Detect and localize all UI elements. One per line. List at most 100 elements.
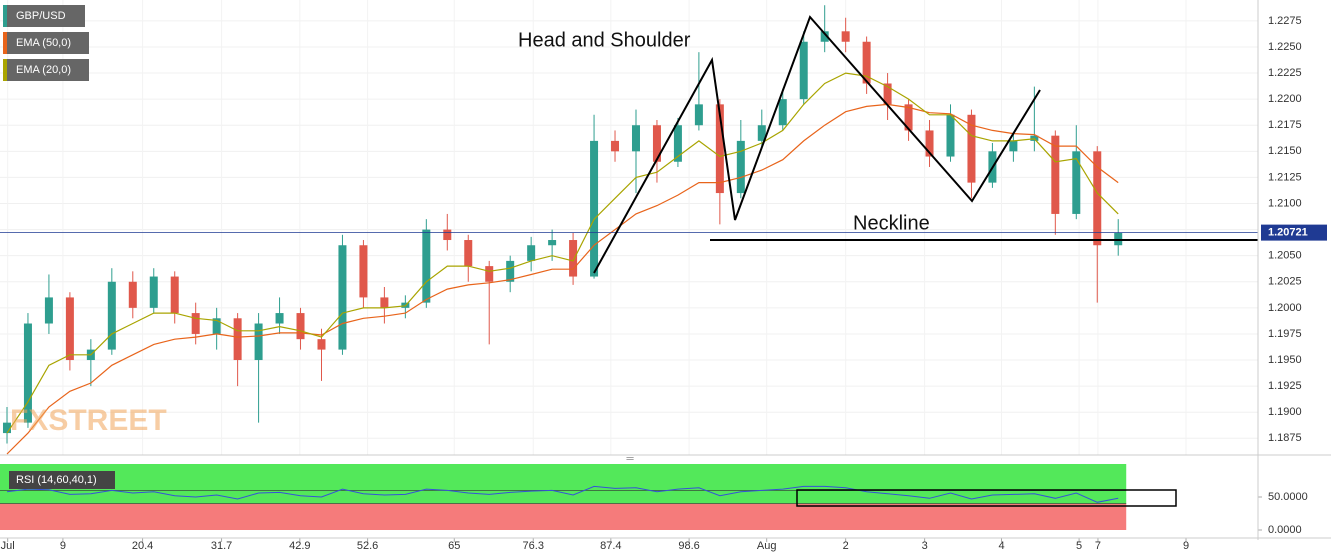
y-tick-label: 1.2125 xyxy=(1268,171,1302,183)
y-tick-label: 0.0000 xyxy=(1268,524,1302,536)
candle-body xyxy=(904,104,913,131)
x-tick-label: 52.6 xyxy=(357,540,378,552)
y-tick-label: 1.2050 xyxy=(1268,250,1302,262)
x-tick-label: Aug xyxy=(757,540,777,552)
legend-box[interactable] xyxy=(3,5,85,27)
candle-body xyxy=(820,31,829,42)
last-price-label: 1.20721 xyxy=(1268,227,1308,239)
y-tick-label: 1.2250 xyxy=(1268,41,1302,53)
candle-body xyxy=(736,140,745,194)
candle-body xyxy=(883,83,892,105)
watermark: FXSTREET xyxy=(10,404,167,437)
y-tick-label: 1.1975 xyxy=(1268,328,1302,340)
rsi-box-drawing xyxy=(796,489,1177,507)
legend-swatch xyxy=(3,32,7,54)
x-tick-label: 9 xyxy=(1183,540,1189,552)
x-tick-label: Jul xyxy=(1,540,15,552)
candle-body xyxy=(967,114,976,183)
annotation: Head and Shoulder xyxy=(518,29,691,51)
legend-swatch xyxy=(3,59,7,81)
candle-body xyxy=(569,240,578,277)
candle-body xyxy=(631,125,640,152)
legend-label: EMA (20,0) xyxy=(16,64,71,76)
candle-body xyxy=(422,229,431,303)
y-tick-label: 1.1925 xyxy=(1268,380,1302,392)
y-tick-label: 1.2000 xyxy=(1268,302,1302,314)
x-tick-label: 98.6 xyxy=(678,540,699,552)
x-tick-label: 5 xyxy=(1076,540,1082,552)
candle-body xyxy=(44,297,53,324)
candle-body xyxy=(527,245,536,261)
candle-body xyxy=(233,318,242,361)
x-tick-label: 20.4 xyxy=(132,540,153,552)
candle-body xyxy=(694,104,703,126)
candle-body xyxy=(1093,151,1102,246)
candle-body xyxy=(757,125,766,141)
candle-body xyxy=(23,323,32,423)
rsi-legend-swatch xyxy=(5,471,9,489)
candle-body xyxy=(778,99,787,126)
candle-body xyxy=(107,281,116,350)
candle-body xyxy=(212,318,221,334)
y-tick-label: 1.2275 xyxy=(1268,15,1302,27)
legend-swatch xyxy=(3,5,7,27)
rsi-line xyxy=(6,485,1119,503)
candle-body xyxy=(380,297,389,308)
x-tick-label: 65 xyxy=(448,540,460,552)
y-tick-label: 1.2150 xyxy=(1268,145,1302,157)
legend: GBP/USD EMA (50,0) EMA (20,0) xyxy=(3,5,89,81)
candle-body xyxy=(548,240,557,246)
candle-body xyxy=(652,125,661,162)
last-price-box xyxy=(1261,224,1327,241)
candle-body xyxy=(590,140,599,277)
rsi-band-upper xyxy=(0,464,1127,504)
candle-body xyxy=(149,276,158,308)
candle-body xyxy=(464,240,473,267)
legend-label: GBP/USD xyxy=(16,10,66,22)
candle-body xyxy=(275,313,284,324)
legend-box[interactable] xyxy=(3,32,89,54)
candle-body xyxy=(841,31,850,42)
candle-body xyxy=(946,114,955,157)
x-tick-label: 4 xyxy=(998,540,1004,552)
candle-body xyxy=(1114,232,1123,246)
y-tick-label: 50.0000 xyxy=(1268,491,1308,503)
candle-body xyxy=(65,297,74,361)
y-tick-label: 1.2025 xyxy=(1268,276,1302,288)
rsi-legend-box xyxy=(5,471,115,489)
resize-handle[interactable]: ═ xyxy=(625,454,634,465)
candle-body xyxy=(1009,140,1018,152)
candle-body xyxy=(862,41,871,84)
candle-body xyxy=(128,281,137,308)
y-tick-label: 1.2225 xyxy=(1268,67,1302,79)
legend-label: EMA (50,0) xyxy=(16,37,71,49)
rsi-legend-label: RSI (14,60,40,1) xyxy=(16,474,97,486)
candle-body xyxy=(317,339,326,350)
candle-body xyxy=(254,323,263,361)
y-tick-label: 1.2175 xyxy=(1268,119,1302,131)
y-tick-label: 1.1875 xyxy=(1268,432,1302,444)
candle-body xyxy=(485,266,494,282)
candle-body xyxy=(1051,135,1060,214)
candle-body xyxy=(673,125,682,162)
candle-body xyxy=(799,41,808,100)
candle-body xyxy=(1072,151,1081,214)
candle-body xyxy=(170,276,179,314)
x-tick-label: 31.7 xyxy=(211,540,232,552)
y-tick-label: 1.1900 xyxy=(1268,406,1302,418)
candle-body xyxy=(2,422,11,434)
annotation: Neckline xyxy=(853,212,930,234)
candle-body xyxy=(611,140,620,152)
candle-body xyxy=(443,229,452,241)
pattern-drawing xyxy=(593,15,1041,274)
main-panel xyxy=(0,0,1258,455)
x-tick-label: 2 xyxy=(843,540,849,552)
legend-box[interactable] xyxy=(3,59,89,81)
candle-body xyxy=(191,313,200,334)
x-tick-label: 42.9 xyxy=(289,540,310,552)
x-tick-label: 3 xyxy=(922,540,928,552)
y-tick-label: 1.1950 xyxy=(1268,354,1302,366)
candle-body xyxy=(715,104,724,194)
x-tick-label: 87.4 xyxy=(600,540,621,552)
